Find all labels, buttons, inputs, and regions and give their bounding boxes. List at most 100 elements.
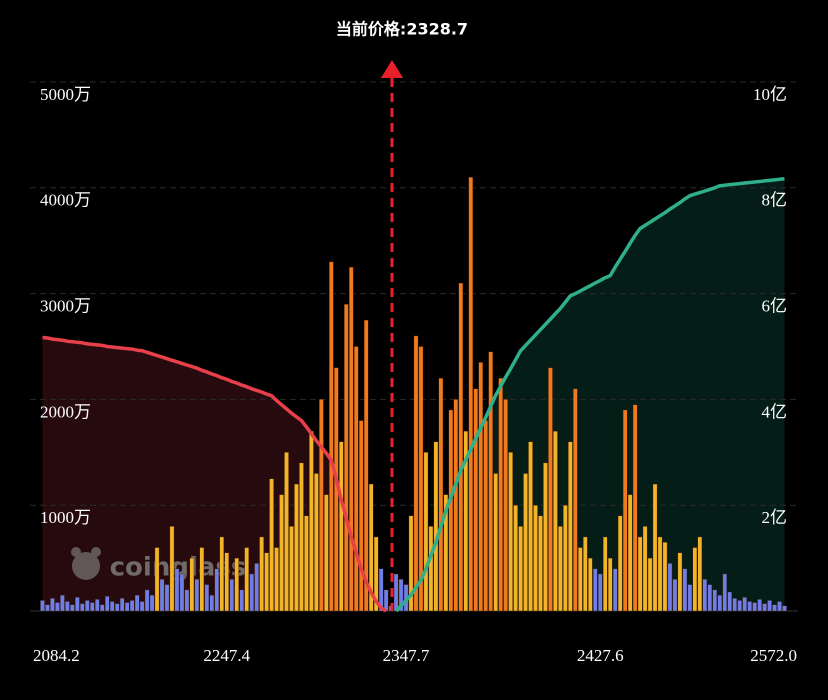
- bar: [104, 595, 110, 612]
- bar: [583, 536, 588, 612]
- bar: [309, 430, 314, 612]
- y-tick-label: 5000万: [40, 85, 91, 104]
- bar: [204, 584, 210, 612]
- bar: [174, 568, 180, 612]
- bar: [548, 367, 553, 612]
- bar: [682, 568, 688, 612]
- bar: [144, 589, 150, 612]
- bar: [767, 600, 772, 612]
- bar: [612, 568, 618, 612]
- bar: [314, 473, 319, 612]
- bar: [85, 600, 90, 612]
- bar: [637, 536, 643, 612]
- bar: [677, 552, 683, 612]
- bar: [573, 388, 578, 612]
- bar: [642, 526, 648, 612]
- x-tick-label: 2084.2: [33, 646, 80, 665]
- bar: [294, 483, 299, 612]
- bar: [508, 452, 513, 612]
- bar: [149, 594, 155, 612]
- bar: [423, 452, 429, 612]
- bar: [89, 602, 95, 612]
- bar: [697, 536, 703, 612]
- bar: [383, 589, 389, 612]
- bar: [483, 420, 488, 612]
- bar: [453, 399, 459, 612]
- bar: [184, 589, 190, 612]
- line: [394, 177, 785, 613]
- bar: [458, 282, 464, 612]
- line-area: [396, 178, 785, 612]
- bar: [65, 601, 70, 612]
- bar: [55, 602, 60, 612]
- bar: [777, 601, 782, 612]
- bar: [279, 494, 284, 612]
- bar: [234, 557, 239, 612]
- bar: [543, 462, 548, 612]
- bar: [70, 604, 75, 612]
- x-tick-label: 2427.6: [577, 646, 624, 665]
- bar: [463, 430, 469, 612]
- bar: [627, 494, 633, 612]
- bar: [353, 346, 359, 612]
- bar: [159, 579, 165, 612]
- bar: [468, 177, 474, 612]
- bar: [737, 600, 742, 612]
- bar: [264, 552, 269, 612]
- bar: [667, 563, 673, 612]
- bar: [588, 557, 593, 612]
- bar: [304, 515, 309, 612]
- chart-title: 当前价格:2328.7: [336, 20, 468, 39]
- bar: [717, 594, 723, 612]
- bar: [647, 557, 653, 612]
- bar: [652, 483, 658, 612]
- bar: [727, 591, 733, 612]
- bar: [363, 319, 369, 612]
- bar: [478, 362, 484, 612]
- bar: [94, 599, 100, 612]
- bar: [747, 601, 752, 612]
- bar: [40, 600, 45, 612]
- bar: [358, 420, 364, 612]
- bar: [239, 589, 244, 612]
- bar: [289, 526, 294, 612]
- bar: [209, 594, 215, 612]
- bar: [632, 404, 638, 612]
- bar: [622, 409, 628, 612]
- bar: [224, 552, 230, 612]
- bar: [80, 603, 85, 612]
- labels: 1000万 2000万 3000万 4000万 5000万 2亿 4亿 6亿 8亿 10亿 2084…: [33, 85, 797, 665]
- bar: [503, 399, 508, 612]
- bar: [75, 597, 80, 612]
- bar: [602, 536, 608, 612]
- bar: [752, 602, 757, 612]
- bar: [299, 462, 304, 612]
- y2-tick-label: 2亿: [762, 508, 788, 527]
- bar: [214, 568, 220, 612]
- bar: [428, 526, 434, 612]
- x-tick-label: 2347.7: [383, 646, 430, 665]
- bar: [244, 547, 249, 612]
- bar: [742, 597, 747, 612]
- bar: [707, 584, 713, 612]
- bar: [772, 604, 777, 612]
- bar: [199, 547, 205, 612]
- bar: [782, 605, 787, 612]
- bar: [408, 515, 414, 612]
- bar: [189, 557, 195, 612]
- price-marker-arrow: [381, 60, 403, 78]
- bar: [50, 598, 55, 612]
- line: [42, 335, 388, 613]
- bar: [722, 573, 728, 612]
- bar: [393, 573, 399, 612]
- bar: [249, 573, 254, 612]
- bar: [533, 505, 538, 612]
- y2-tick-label: 8亿: [762, 191, 788, 210]
- bar: [657, 536, 663, 612]
- bar: [129, 600, 135, 612]
- bar: [702, 579, 708, 612]
- bar: [672, 579, 678, 612]
- bar: [343, 303, 349, 612]
- bar: [269, 478, 274, 612]
